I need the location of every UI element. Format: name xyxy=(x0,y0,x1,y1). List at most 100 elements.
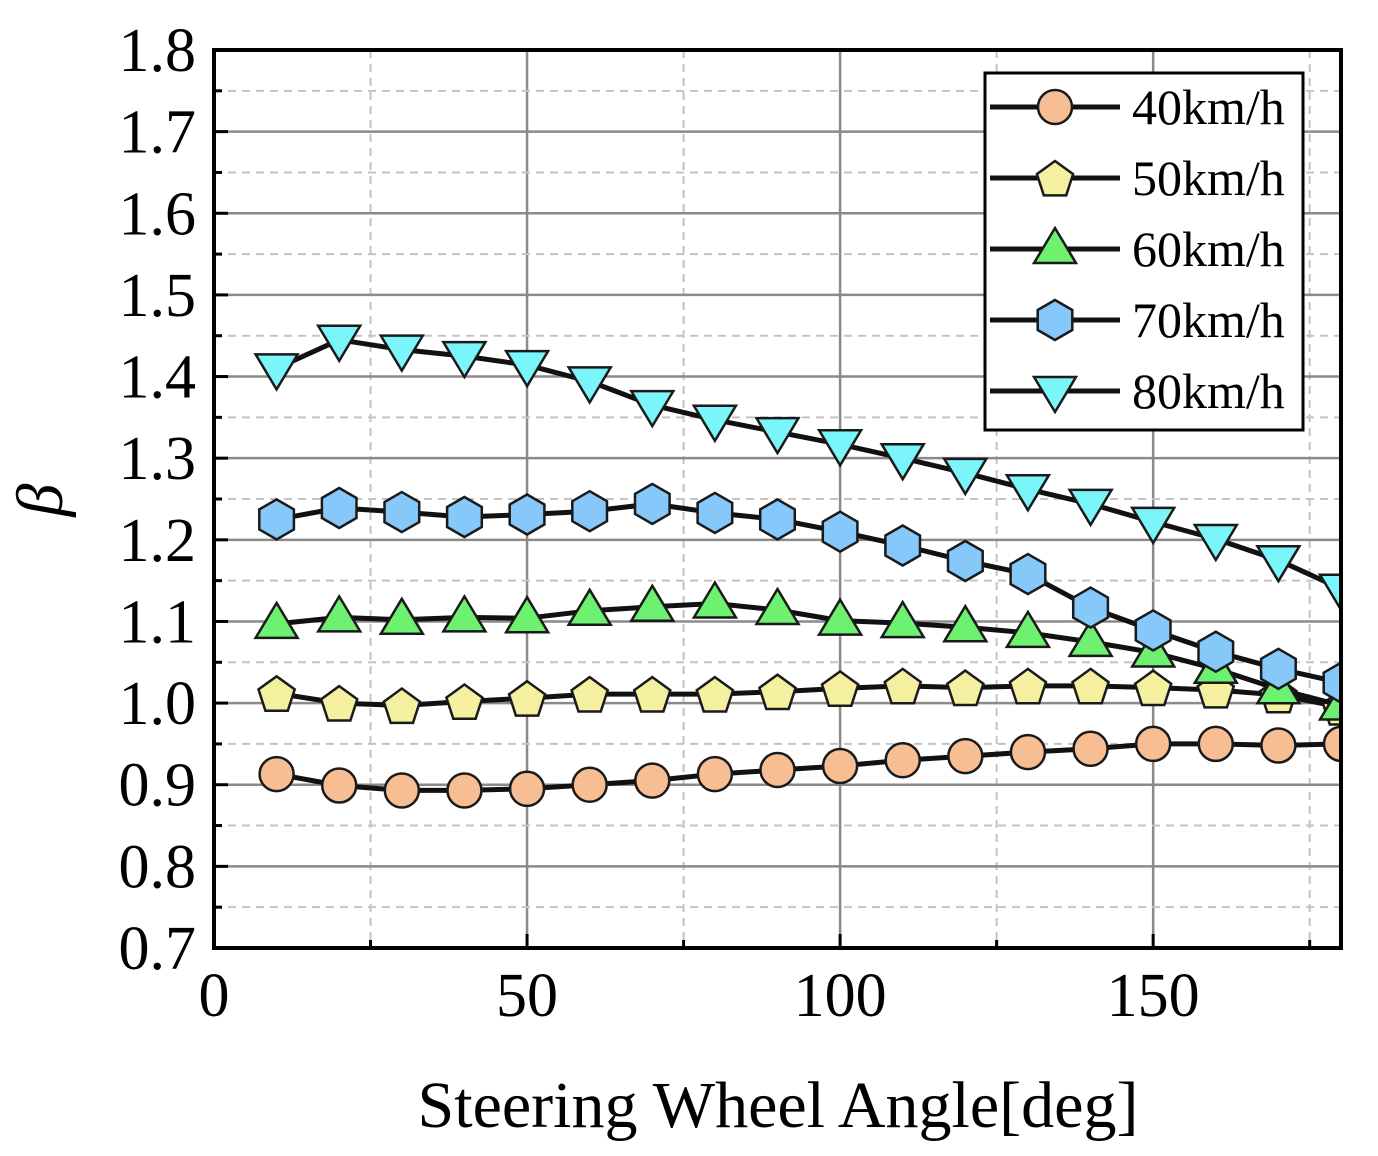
data-point xyxy=(759,751,796,789)
x-tick-label: 50 xyxy=(496,962,558,1030)
data-point xyxy=(821,747,859,785)
data-point xyxy=(508,493,546,536)
legend-marker xyxy=(1031,225,1079,265)
data-point xyxy=(1259,647,1297,691)
data-point xyxy=(946,539,984,583)
data-point xyxy=(1134,608,1172,652)
data-point xyxy=(320,767,358,804)
data-point xyxy=(570,675,610,713)
x-tick-label: 100 xyxy=(794,962,887,1030)
series-80km/h xyxy=(253,324,1341,613)
data-point xyxy=(444,682,484,721)
data-point xyxy=(258,497,296,541)
data-point xyxy=(883,667,923,705)
y-tick-label: 0.7 xyxy=(119,915,197,983)
data-point xyxy=(382,686,422,725)
y-tick-label: 1.2 xyxy=(119,507,197,575)
data-point xyxy=(945,669,985,707)
x-tick-label: 150 xyxy=(1107,962,1200,1030)
data-point xyxy=(383,490,421,534)
legend: 40km/h 50km/h 60km/h 70km/h 80km/h xyxy=(983,71,1305,432)
data-point xyxy=(1197,725,1235,763)
data-point xyxy=(257,674,297,712)
data-point xyxy=(566,366,613,405)
data-point xyxy=(1192,523,1240,563)
legend-marker xyxy=(1036,298,1074,342)
data-point xyxy=(821,510,859,554)
data-point xyxy=(691,404,739,444)
series-70km/h xyxy=(258,482,1341,705)
legend-marker xyxy=(1036,88,1074,126)
data-point xyxy=(1009,552,1047,596)
data-point xyxy=(441,593,488,633)
data-point xyxy=(1197,630,1235,674)
data-point xyxy=(947,737,984,775)
data-point xyxy=(634,762,671,799)
data-point xyxy=(1071,667,1111,705)
legend-marker xyxy=(1031,375,1079,415)
series-40km/h xyxy=(258,725,1341,809)
data-point xyxy=(942,457,989,497)
data-point xyxy=(508,770,546,808)
data-point xyxy=(253,353,300,392)
legend-item: 80km/h xyxy=(990,363,1285,419)
data-point xyxy=(1067,618,1114,658)
data-point xyxy=(378,596,426,636)
data-point xyxy=(503,594,551,634)
data-point xyxy=(383,772,421,809)
y-tick-label: 1.1 xyxy=(119,588,197,656)
data-point xyxy=(1004,473,1052,513)
data-point xyxy=(320,486,358,530)
data-point xyxy=(253,600,300,640)
data-point xyxy=(503,349,551,389)
y-tick-label: 1.0 xyxy=(119,670,197,738)
data-point xyxy=(1255,544,1302,584)
x-axis-title: Steering Wheel Angle[deg] xyxy=(418,1069,1139,1142)
data-point xyxy=(1322,661,1341,705)
data-point xyxy=(1322,725,1341,763)
data-point xyxy=(258,755,295,793)
series-clipped xyxy=(253,324,1341,809)
data-point xyxy=(571,766,608,803)
data-point xyxy=(758,497,797,541)
data-point xyxy=(1071,586,1110,630)
data-point xyxy=(879,442,926,482)
legend-item: 40km/h xyxy=(990,79,1285,135)
data-point xyxy=(1134,725,1172,763)
x-tick-labels: 0 50 100 150 xyxy=(199,962,1200,1030)
data-point xyxy=(757,673,798,711)
data-point xyxy=(1072,730,1109,768)
data-point xyxy=(629,583,676,623)
data-point xyxy=(691,580,739,619)
legend-label: 50km/h xyxy=(1132,150,1285,206)
data-point xyxy=(884,741,921,779)
data-point xyxy=(1133,669,1173,707)
data-point xyxy=(378,334,426,374)
legend-item: 70km/h xyxy=(990,292,1285,348)
data-point xyxy=(754,416,801,456)
data-point xyxy=(879,599,926,639)
series-layer xyxy=(253,324,1341,809)
y-axis-title: β xyxy=(4,483,77,518)
data-point xyxy=(1317,573,1341,613)
data-point xyxy=(319,684,359,722)
data-point xyxy=(1009,733,1047,771)
y-tick-label: 1.4 xyxy=(119,344,197,412)
data-point xyxy=(942,603,989,643)
legend-marker xyxy=(1035,159,1075,197)
data-point xyxy=(1129,506,1177,546)
y-tick-label: 0.9 xyxy=(119,752,197,820)
y-tick-label: 1.5 xyxy=(119,262,197,330)
y-tick-label: 1.3 xyxy=(119,425,197,493)
x-tick-label: 0 xyxy=(199,962,230,1030)
data-point xyxy=(1008,667,1048,705)
data-point xyxy=(632,675,672,713)
data-point xyxy=(696,755,734,793)
legend-label: 60km/h xyxy=(1132,221,1285,277)
legend-label: 40km/h xyxy=(1132,79,1285,135)
data-point xyxy=(1260,727,1297,764)
y-tick-label: 1.8 xyxy=(119,17,197,85)
ticks xyxy=(212,48,1312,950)
data-point xyxy=(816,597,864,636)
